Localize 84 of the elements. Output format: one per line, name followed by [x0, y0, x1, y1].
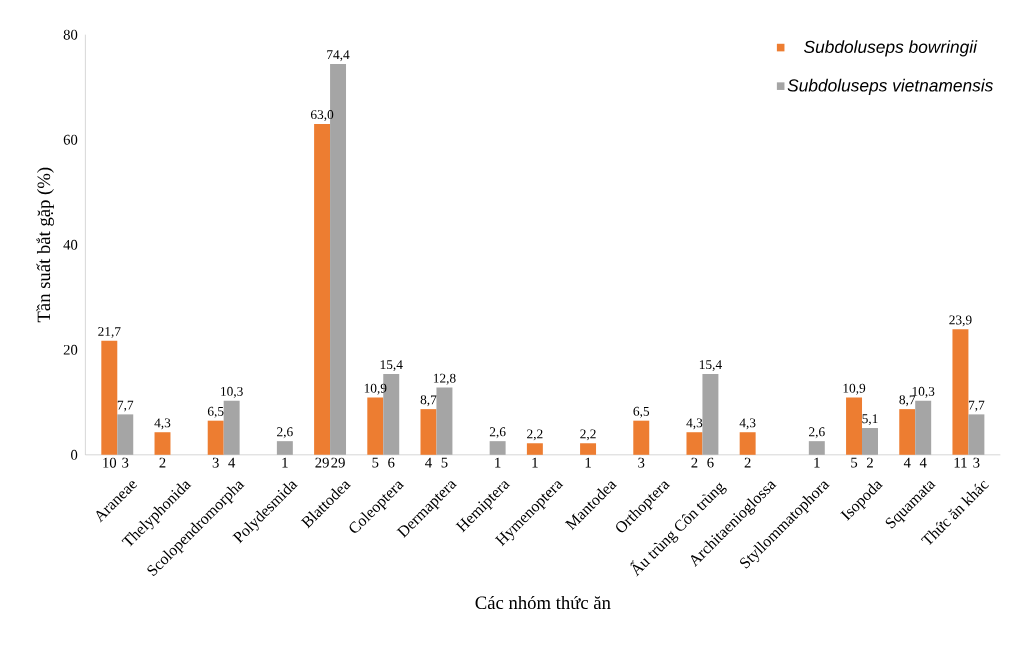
bar [968, 414, 985, 456]
data-label: 6,5 [207, 407, 224, 418]
bar [633, 420, 650, 456]
y-axis-title: Tần suất bắt gặp (%) [36, 168, 54, 323]
data-label: 2,6 [277, 427, 293, 439]
bar [862, 428, 878, 456]
text: 2 [866, 457, 873, 468]
data-label: 8,7 [899, 395, 916, 407]
data-label: 2,2 [527, 429, 543, 441]
bar [580, 443, 597, 456]
data-label: 2,2 [580, 429, 596, 441]
text: 1 [282, 457, 288, 468]
bar [489, 441, 506, 456]
text: 3 [122, 457, 129, 468]
legend-label: Subdoluseps bowringii [804, 40, 978, 57]
y-tick-label: 20 [63, 345, 78, 355]
text: 3 [638, 457, 645, 468]
text: 10 [103, 457, 117, 468]
bar [702, 374, 719, 456]
text: 11 [954, 457, 967, 468]
bar [101, 341, 118, 456]
data-label: 5,1 [862, 414, 878, 426]
data-label: 2,6 [489, 427, 506, 439]
data-label: 10,9 [843, 383, 866, 395]
data-label: 10,9 [364, 383, 387, 395]
bar [436, 387, 453, 456]
data-label: 8,7 [420, 395, 437, 407]
data-label: 15,4 [380, 360, 403, 372]
data-label: 74,4 [327, 50, 350, 62]
bar [686, 432, 703, 456]
data-label: 10,3 [221, 387, 243, 399]
text: 1 [495, 457, 501, 468]
bar [223, 400, 240, 456]
data-label: 15,4 [699, 360, 722, 372]
text: 3 [212, 457, 219, 468]
bar [314, 124, 331, 456]
text: 2 [691, 457, 698, 468]
data-label: 2,6 [809, 427, 825, 439]
legend-label: Subdoluseps vietnamensis [787, 79, 993, 96]
bar [739, 432, 756, 456]
data-label: 4,3 [154, 418, 171, 430]
y-tick-label: 80 [63, 29, 78, 40]
y-tick-label: 0 [71, 450, 78, 460]
x-axis-title: Các nhóm thức ăn [475, 596, 611, 610]
text: 2 [159, 457, 166, 468]
bar [420, 409, 437, 456]
y-tick-label: 40 [63, 240, 78, 250]
bar [526, 443, 543, 456]
text: 2 [744, 457, 751, 468]
bar [117, 414, 134, 456]
text: 1 [814, 457, 820, 468]
data-label: 21,7 [98, 327, 121, 339]
text: 5 [851, 457, 858, 468]
data-label: 7,7 [117, 400, 134, 412]
text: 5 [372, 457, 379, 468]
y-tick-label: 60 [63, 135, 78, 145]
text: 4 [903, 457, 911, 468]
text: 1 [532, 457, 538, 468]
data-label: 6,5 [633, 407, 650, 418]
text: 6 [388, 457, 395, 468]
text: 4 [425, 457, 432, 468]
data-label: 4,3 [686, 418, 703, 430]
bar [952, 329, 969, 456]
text: 29 [331, 457, 345, 468]
text: 4 [228, 457, 236, 468]
bar [808, 441, 825, 456]
data-label: 7,7 [968, 400, 985, 412]
bar [899, 409, 916, 456]
data-label: 23,9 [949, 315, 972, 327]
text: 6 [707, 457, 714, 468]
text: 1 [585, 457, 591, 468]
bar [276, 441, 293, 456]
data-label: 63,0 [310, 110, 334, 122]
bar [207, 420, 224, 456]
text: 4 [919, 457, 927, 468]
data-label: 4,3 [739, 418, 756, 430]
bar [915, 400, 932, 456]
bar [846, 397, 863, 456]
bar [154, 432, 171, 456]
bar [367, 397, 384, 456]
text: 3 [973, 457, 980, 468]
text: 5 [441, 457, 448, 468]
data-label: 12,8 [433, 373, 456, 385]
text: 29 [315, 457, 329, 468]
